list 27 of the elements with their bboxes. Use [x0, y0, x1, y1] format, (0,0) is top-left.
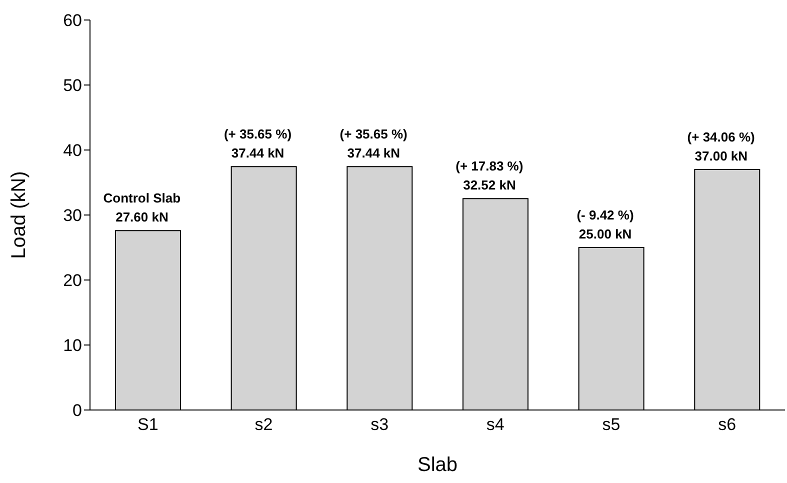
data-label: 37.44 kN	[231, 146, 284, 161]
x-axis-title: Slab	[417, 454, 458, 476]
annotation: (+ 17.83 %)	[456, 158, 524, 174]
y-tick-label: 0	[72, 401, 82, 420]
annotation: (+ 34.06 %)	[687, 130, 755, 144]
annotation: (- 9.42 %)	[576, 208, 634, 222]
data-label: 27.60 kN	[116, 210, 168, 225]
x-tick-label: s3	[370, 415, 389, 434]
annotation: (+ 35.65 %)	[224, 126, 292, 142]
y-tick-label: 40	[63, 141, 82, 160]
x-tick-label: s5	[602, 415, 620, 434]
y-tick-label: 30	[63, 206, 82, 226]
x-tick-label: S1	[138, 415, 158, 434]
annotation: Control Slab	[103, 190, 181, 206]
data-label: 25.00 kN	[578, 226, 632, 242]
y-tick-label: 20	[63, 271, 82, 290]
data-label: 37.44 kN	[347, 146, 400, 161]
data-label: 32.52 kN	[463, 178, 516, 193]
y-tick-label: 10	[63, 336, 82, 356]
annotation: (+ 35.65 %)	[340, 126, 408, 142]
y-tick-label: 60	[63, 11, 82, 30]
x-tick-label: s2	[254, 415, 273, 434]
y-tick-label: 50	[63, 76, 82, 96]
data-label: 37.00 kN	[694, 148, 748, 164]
x-tick-label: s4	[486, 415, 504, 434]
x-tick-label: s6	[718, 415, 736, 434]
y-axis-title: Load (kN)	[8, 171, 30, 259]
